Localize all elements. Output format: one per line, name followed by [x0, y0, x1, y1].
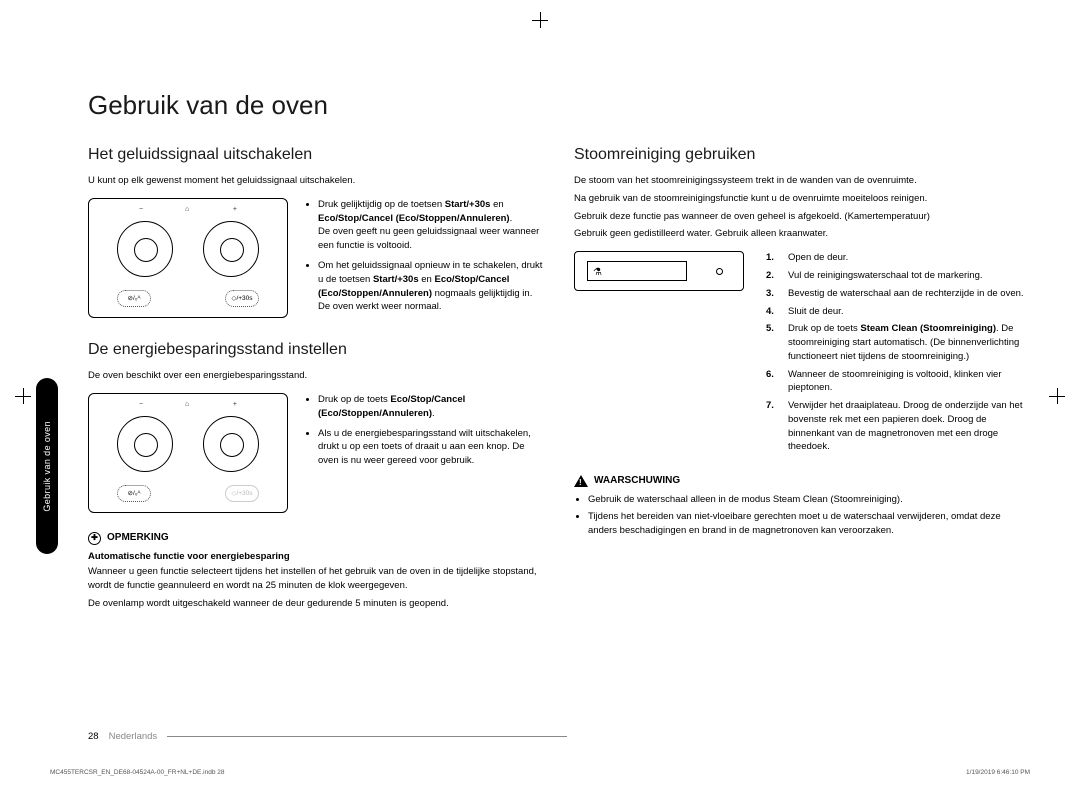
meta-filename: MC455TERCSR_EN_DE68-04524A-00_FR+NL+DE.i… [50, 769, 225, 776]
stop-button-icon: ⊘/₀ᴬ [117, 290, 151, 307]
sec2-bullet-2: Als u de energiebesparingsstand wilt uit… [318, 427, 544, 468]
note-label: OPMERKING [107, 531, 169, 546]
page-footer: 28 Nederlands [88, 731, 567, 742]
sec2-bullets: Druk op de toets Eco/Stop/Cancel (Eco/St… [304, 393, 544, 513]
right-dial [203, 221, 259, 277]
sec1-bullets: Druk gelijktijdig op de toetsen Start/+3… [304, 198, 544, 320]
step-5: 5.Druk op de toets Steam Clean (Stoomrei… [766, 322, 1030, 363]
sec1-fig-row: − + ⌂ ⊘/₀ᴬ ◇/+30s Druk gelijktijdig op d… [88, 198, 544, 320]
sec2-figure: − + ⌂ ⊘/₀ᴬ ◇/+30s [88, 393, 288, 513]
dial-minus-2: − [139, 400, 143, 410]
dial-sym-2: ⌂ [185, 400, 189, 410]
control-panel-diagram-2: − + ⌂ ⊘/₀ᴬ ◇/+30s [88, 393, 288, 513]
sec1-bullet-1: Druk gelijktijdig op de toetsen Start/+3… [318, 198, 544, 253]
print-mark-top [532, 12, 548, 28]
footer-line [167, 736, 567, 737]
note-header: ✚ OPMERKING [88, 531, 544, 546]
steam-p4: Gebruik geen gedistilleerd water. Gebrui… [574, 227, 1030, 241]
page-title: Gebruik van de oven [88, 90, 1030, 121]
display-screen [587, 261, 687, 281]
content-columns: Het geluidssignaal uitschakelen U kunt o… [88, 143, 1030, 615]
start-button-icon: ◇/+30s [225, 290, 259, 307]
dial-plus-2: + [233, 400, 237, 410]
step-4: 4.Sluit de deur. [766, 305, 1030, 319]
control-panel-diagram-1: − + ⌂ ⊘/₀ᴬ ◇/+30s [88, 198, 288, 318]
sec1-title: Het geluidssignaal uitschakelen [88, 143, 544, 166]
print-mark-left [15, 388, 31, 404]
steam-p3: Gebruik deze functie pas wanneer de oven… [574, 210, 1030, 224]
sec1-intro: U kunt op elk gewenst moment het geluids… [88, 174, 544, 188]
sec1-bullet-2: Om het geluidssignaal opnieuw in te scha… [318, 259, 544, 314]
meta-timestamp: 1/19/2019 6:46:10 PM [966, 769, 1030, 776]
warn-2: Tijdens het bereiden van niet-vloeibare … [588, 510, 1030, 538]
steam-figure-wrap: ⚗ [574, 251, 744, 458]
warn-1: Gebruik de waterschaal alleen in de modu… [588, 493, 1030, 507]
dial-sym: ⌂ [185, 205, 189, 215]
warning-icon [574, 475, 588, 487]
print-meta-footer: MC455TERCSR_EN_DE68-04524A-00_FR+NL+DE.i… [50, 769, 1030, 776]
step-1: 1.Open de deur. [766, 251, 1030, 265]
warning-label: WAARSCHUWING [594, 474, 680, 489]
page-number: 28 [88, 731, 99, 742]
stop-button-icon-2: ⊘/₀ᴬ [117, 485, 151, 502]
sec2-bullet-1: Druk op de toets Eco/Stop/Cancel (Eco/St… [318, 393, 544, 421]
steam-p2: Na gebruik van de stoomreinigingsfunctie… [574, 192, 1030, 206]
print-mark-right [1049, 388, 1065, 404]
sec1-figure: − + ⌂ ⊘/₀ᴬ ◇/+30s [88, 198, 288, 320]
step-7: 7.Verwijder het draaiplateau. Droog de o… [766, 399, 1030, 454]
panel-button-dot [716, 268, 723, 275]
sec2-title: De energiebesparingsstand instellen [88, 338, 544, 361]
warning-header: WAARSCHUWING [574, 474, 1030, 489]
warning-list: Gebruik de waterschaal alleen in de modu… [574, 493, 1030, 538]
steam-steps: 1.Open de deur. 2.Vul de reinigingswater… [766, 251, 1030, 458]
steam-title: Stoomreiniging gebruiken [574, 143, 1030, 166]
sec2-fig-row: − + ⌂ ⊘/₀ᴬ ◇/+30s Druk op de toets Eco/S… [88, 393, 544, 513]
dial-plus: + [233, 205, 237, 215]
right-dial-2 [203, 416, 259, 472]
steam-icon: ⚗ [593, 266, 602, 281]
section-side-tab: Gebruik van de oven [36, 378, 58, 554]
dial-minus: − [139, 205, 143, 215]
right-column: Stoomreiniging gebruiken De stoom van he… [574, 143, 1030, 615]
footer-lang: Nederlands [109, 731, 158, 742]
side-tab-text: Gebruik van de oven [42, 421, 52, 512]
steam-p1: De stoom van het stoomreinigingssysteem … [574, 174, 1030, 188]
step-2: 2.Vul de reinigingswaterschaal tot de ma… [766, 269, 1030, 283]
step-6: 6.Wanneer de stoomreiniging is voltooid,… [766, 368, 1030, 396]
sec2-intro: De oven beschikt over een energiebespari… [88, 369, 544, 383]
step-3: 3.Bevestig de waterschaal aan de rechter… [766, 287, 1030, 301]
display-panel-diagram: ⚗ [574, 251, 744, 291]
left-column: Het geluidssignaal uitschakelen U kunt o… [88, 143, 544, 615]
left-dial-2 [117, 416, 173, 472]
note-p2: De ovenlamp wordt uitgeschakeld wanneer … [88, 597, 544, 611]
note-p1: Wanneer u geen functie selecteert tijden… [88, 565, 544, 593]
left-dial [117, 221, 173, 277]
steam-row: ⚗ 1.Open de deur. 2.Vul de reinigingswat… [574, 251, 1030, 458]
start-button-icon-2-inactive: ◇/+30s [225, 485, 259, 502]
note-subtitle: Automatische functie voor energiebespari… [88, 550, 544, 564]
info-icon: ✚ [88, 532, 101, 545]
